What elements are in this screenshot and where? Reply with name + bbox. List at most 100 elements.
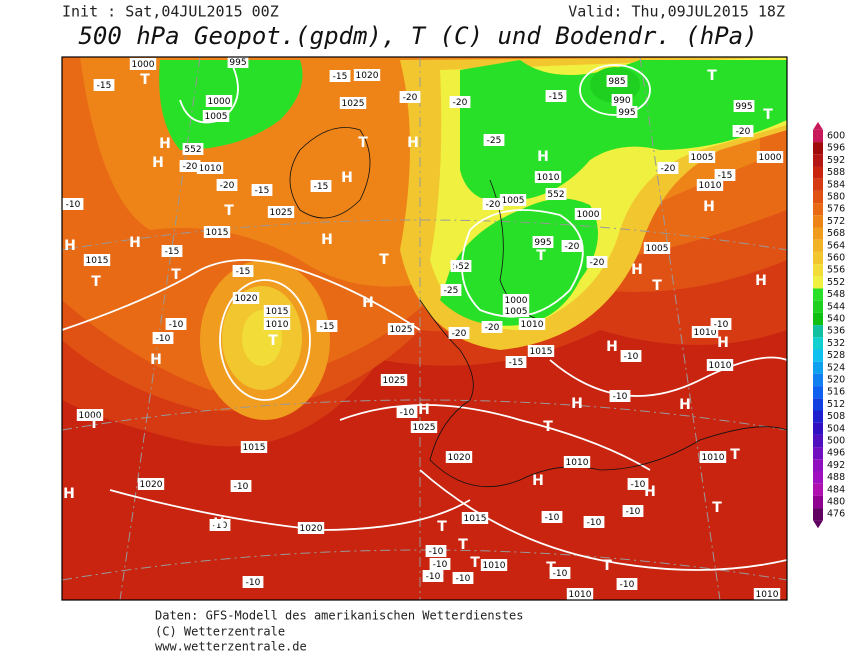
pressure-center: H xyxy=(213,516,225,532)
isobar-label: 1025 xyxy=(390,325,413,335)
colorbar-label: 536 xyxy=(827,326,845,337)
temperature-label-box xyxy=(232,265,254,277)
pressure-center: T xyxy=(652,278,662,294)
pressure-center: H xyxy=(631,262,643,278)
isobar-label-box xyxy=(527,345,555,357)
isobar-label-box xyxy=(753,588,781,600)
colorbar-label: 512 xyxy=(827,399,845,410)
colorbar-swatch xyxy=(813,386,823,399)
isobar-label: 552 xyxy=(184,145,201,155)
temperature-label: -15 xyxy=(718,171,733,181)
isobar-label-box xyxy=(563,456,591,468)
temperature-label: -20 xyxy=(736,127,751,137)
isobar-label-box xyxy=(353,69,381,81)
temperature-label-box xyxy=(452,572,474,584)
footer-copyright: (C) Wetterzentrale xyxy=(155,625,285,639)
temperature-label: -15 xyxy=(333,72,348,82)
isobar-label: 995 xyxy=(618,108,635,118)
colorbar-swatch xyxy=(813,508,823,521)
isobar-label: 1010 xyxy=(569,590,592,600)
isobar-label-box xyxy=(232,292,260,304)
colorbar-label: 520 xyxy=(827,375,845,386)
temperature-label-box xyxy=(545,90,567,102)
temperature-label: -20 xyxy=(485,323,500,333)
isobar-label-box xyxy=(545,188,567,200)
colorbar-label: 576 xyxy=(827,204,845,215)
temperature-label-box xyxy=(449,96,471,108)
colorbar-swatch xyxy=(813,447,823,460)
temperature-label: -10 xyxy=(626,507,641,517)
pressure-center: T xyxy=(546,560,556,576)
isobar-label: 1005 xyxy=(205,112,228,122)
colorbar-label: 584 xyxy=(827,179,845,190)
colorbar-label: 544 xyxy=(827,301,845,312)
pressure-center: H xyxy=(159,136,171,152)
isobar-label-box xyxy=(643,242,671,254)
temperature-label-box xyxy=(152,332,174,344)
temperature-label: -20 xyxy=(453,98,468,108)
temperature-label-box xyxy=(714,169,736,181)
isobar-label-box xyxy=(380,374,408,386)
temperature-label-box xyxy=(622,505,644,517)
temperature-label: -10 xyxy=(234,482,249,492)
colorbar-label: 496 xyxy=(827,448,845,459)
temperature-label-box xyxy=(448,327,470,339)
isobar-label: 1015 xyxy=(243,443,266,453)
pressure-center: H xyxy=(644,484,656,500)
isobar-label: 995 xyxy=(534,238,551,248)
isobar-label-box xyxy=(733,100,755,112)
colorbar-swatch xyxy=(813,142,823,155)
colorbar-cap xyxy=(813,520,823,529)
temperature-label: -15 xyxy=(97,81,112,91)
colorbar-swatch xyxy=(813,459,823,472)
isobar-label: 1015 xyxy=(206,228,229,238)
isobar-label-box xyxy=(137,478,165,490)
isobar-label-box xyxy=(227,57,249,68)
temperature-label: -10 xyxy=(613,392,628,402)
pressure-center: H xyxy=(606,339,618,355)
temperature-label: -20 xyxy=(220,181,235,191)
pressure-center: T xyxy=(379,252,389,268)
colorbar-swatch xyxy=(813,483,823,496)
colorbar-swatch xyxy=(813,349,823,362)
pressure-center: T xyxy=(470,555,480,571)
colorbar-label: 532 xyxy=(827,338,845,349)
pressure-center: T xyxy=(536,248,546,264)
colorbar-swatch xyxy=(813,361,823,374)
colorbar-label: 564 xyxy=(827,240,845,251)
isobar-label-box xyxy=(616,106,638,118)
pressure-center: H xyxy=(532,473,544,489)
temperature-label: -15 xyxy=(314,182,329,192)
temperature-label: -15 xyxy=(165,247,180,257)
isobar-label: 995 xyxy=(229,58,246,68)
temperature-label: -10 xyxy=(587,518,602,528)
temperature-label: -15 xyxy=(509,358,524,368)
isobar-label: 995 xyxy=(735,102,752,112)
pressure-center: H xyxy=(755,273,767,289)
pressure-center: T xyxy=(268,333,278,349)
pressure-center: H xyxy=(129,235,141,251)
isobar-label: 1000 xyxy=(759,153,782,163)
colorbar-label: 592 xyxy=(827,155,845,166)
colorbar-swatch xyxy=(813,239,823,252)
isobar-label: 1020 xyxy=(356,71,379,81)
colorbar-label: 580 xyxy=(827,192,845,203)
pressure-center: T xyxy=(450,260,460,276)
colorbar-label: 504 xyxy=(827,423,845,434)
isobar-label-box xyxy=(196,162,224,174)
isobar-label: 985 xyxy=(608,77,625,87)
colorbar-cap xyxy=(813,121,823,130)
pressure-center: H xyxy=(64,238,76,254)
isobar-label-box xyxy=(450,260,472,272)
isobar-label-box xyxy=(83,254,111,266)
isobar-label-box xyxy=(699,451,727,463)
isobar-label-box xyxy=(445,451,473,463)
isobar-label: 1025 xyxy=(342,99,365,109)
colorbar-swatch xyxy=(813,129,823,143)
isobar-label-box xyxy=(706,359,734,371)
isobar-label-box xyxy=(76,409,104,421)
temperature-label: -15 xyxy=(236,267,251,277)
colorbar-swatch xyxy=(813,337,823,350)
temperature-label-box xyxy=(505,356,527,368)
